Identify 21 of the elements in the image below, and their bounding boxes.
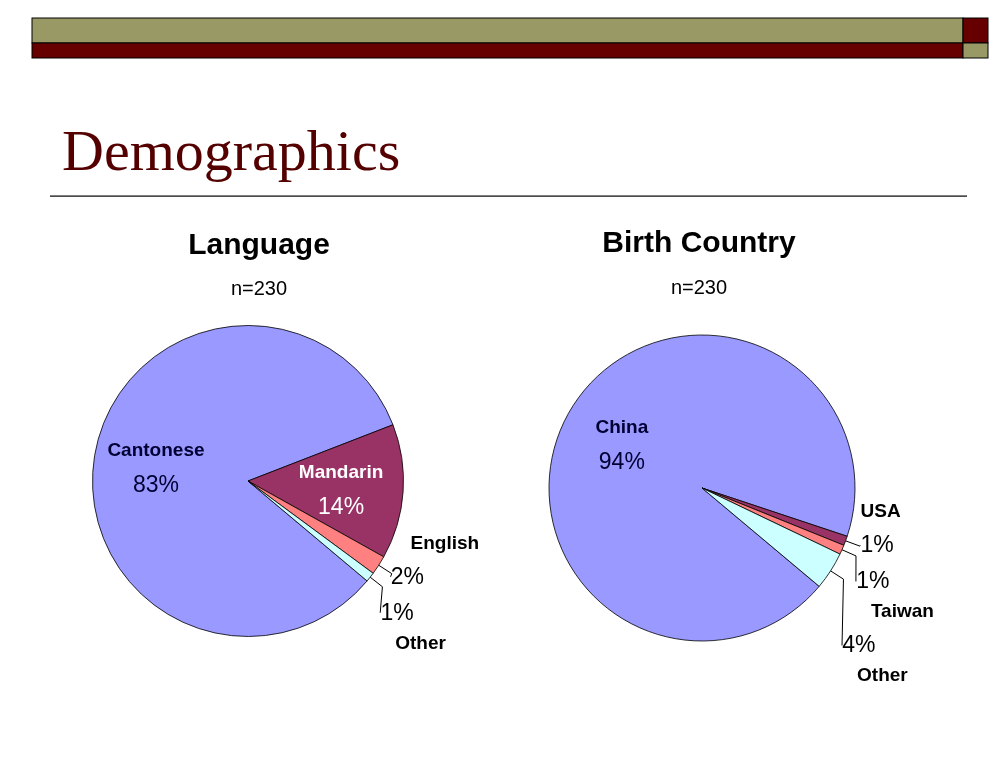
chart-subtitle: n=230 [230,277,288,299]
text: Demographics [62,118,401,183]
data-label: 83% [132,470,179,497]
data-label: 1% [380,598,414,625]
data-label: 1% [860,531,894,558]
slice-label: Cantonese [107,438,205,460]
slice-label: English [410,531,480,553]
chart-subtitle: n=230 [670,276,728,298]
slice-label: USA [860,500,901,522]
slice-label: Other [857,664,909,686]
data-label: 4% [842,631,876,658]
data-label: 2% [390,562,425,589]
chart-title: Language [188,227,330,260]
data-label: 1% [856,567,890,594]
chart-title: Birth Country [602,225,796,258]
data-label: 14% [318,492,365,519]
data-label: 94% [598,448,645,475]
slice-label: Other [395,631,447,653]
slice-label: China [595,416,649,438]
slice-label: Mandarin [298,460,384,482]
slice-label: Taiwan [870,600,934,622]
